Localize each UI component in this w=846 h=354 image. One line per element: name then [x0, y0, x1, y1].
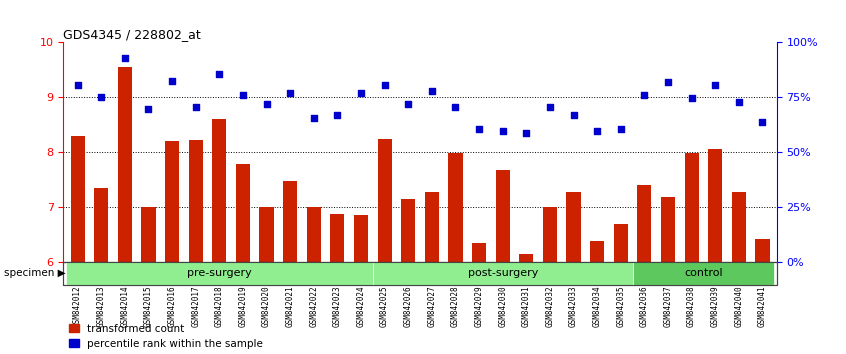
Point	[638, 92, 651, 97]
Bar	[373, 262, 633, 285]
Text: GSM842038: GSM842038	[687, 285, 696, 327]
Text: GSM842039: GSM842039	[711, 285, 720, 327]
Text: GSM842025: GSM842025	[380, 285, 389, 327]
Point	[543, 104, 557, 110]
Bar	[118, 67, 132, 262]
Point	[331, 112, 344, 118]
Text: GSM842023: GSM842023	[332, 285, 342, 327]
Point	[708, 82, 722, 88]
Bar	[708, 149, 722, 262]
Text: GSM842012: GSM842012	[73, 285, 82, 327]
Point	[260, 101, 273, 107]
Text: GDS4345 / 228802_at: GDS4345 / 228802_at	[63, 28, 201, 41]
Point	[141, 107, 155, 112]
Bar	[189, 140, 203, 262]
Text: GSM842040: GSM842040	[734, 285, 744, 327]
Bar	[236, 164, 250, 262]
Point	[425, 88, 438, 93]
Legend: transformed count, percentile rank within the sample: transformed count, percentile rank withi…	[69, 324, 263, 349]
Text: GSM842014: GSM842014	[120, 285, 129, 327]
Bar	[401, 199, 415, 262]
Text: GSM842021: GSM842021	[286, 285, 294, 327]
Bar	[66, 262, 373, 285]
Bar	[448, 153, 463, 262]
Text: GSM842034: GSM842034	[593, 285, 602, 327]
Point	[236, 92, 250, 97]
Text: GSM842030: GSM842030	[498, 285, 508, 327]
Point	[118, 55, 132, 61]
Point	[732, 99, 745, 104]
Bar	[165, 141, 179, 262]
Text: GSM842026: GSM842026	[404, 285, 413, 327]
Text: control: control	[684, 268, 722, 279]
Point	[496, 129, 509, 134]
Text: GSM842036: GSM842036	[640, 285, 649, 327]
Point	[283, 90, 297, 96]
Bar	[633, 262, 774, 285]
Point	[567, 112, 580, 118]
Text: GSM842037: GSM842037	[663, 285, 673, 327]
Text: GSM842019: GSM842019	[239, 285, 247, 327]
Point	[755, 119, 769, 125]
Bar	[212, 119, 227, 262]
Text: GSM842017: GSM842017	[191, 285, 201, 327]
Point	[354, 90, 368, 96]
Point	[685, 96, 699, 101]
Text: GSM842024: GSM842024	[356, 285, 365, 327]
Bar	[330, 214, 344, 262]
Bar	[755, 239, 770, 262]
Text: GSM842032: GSM842032	[546, 285, 554, 327]
Text: GSM842018: GSM842018	[215, 285, 224, 327]
Bar	[307, 207, 321, 262]
Point	[614, 126, 628, 132]
Text: GSM842015: GSM842015	[144, 285, 153, 327]
Text: GSM842022: GSM842022	[310, 285, 318, 327]
Point	[402, 101, 415, 107]
Point	[212, 72, 226, 77]
Text: GSM842013: GSM842013	[96, 285, 106, 327]
Bar	[354, 215, 368, 262]
Bar	[732, 192, 746, 262]
Text: pre-surgery: pre-surgery	[187, 268, 252, 279]
Bar	[141, 207, 156, 262]
Point	[307, 115, 321, 121]
Text: GSM842031: GSM842031	[522, 285, 530, 327]
Text: GSM842035: GSM842035	[616, 285, 625, 327]
Point	[662, 79, 675, 85]
Bar	[567, 192, 580, 262]
Bar	[543, 207, 557, 262]
Bar	[283, 181, 297, 262]
Bar	[590, 241, 604, 262]
Point	[378, 82, 392, 88]
Text: GSM842020: GSM842020	[262, 285, 271, 327]
Point	[519, 130, 533, 136]
Text: GSM842027: GSM842027	[427, 285, 437, 327]
Bar	[377, 138, 392, 262]
Point	[472, 126, 486, 132]
Text: GSM842016: GSM842016	[168, 285, 177, 327]
Text: GSM842041: GSM842041	[758, 285, 767, 327]
Bar	[425, 192, 439, 262]
Point	[71, 82, 85, 88]
Text: specimen ▶: specimen ▶	[4, 268, 66, 279]
Point	[189, 104, 202, 110]
Bar	[472, 243, 486, 262]
Point	[95, 95, 108, 100]
Bar	[496, 170, 510, 262]
Bar	[613, 224, 628, 262]
Bar	[94, 188, 108, 262]
Text: GSM842033: GSM842033	[569, 285, 578, 327]
Text: GSM842028: GSM842028	[451, 285, 460, 327]
Bar	[260, 207, 273, 262]
Point	[591, 129, 604, 134]
Text: post-surgery: post-surgery	[468, 268, 538, 279]
Bar	[70, 136, 85, 262]
Bar	[637, 185, 651, 262]
Bar	[519, 254, 533, 262]
Bar	[684, 153, 699, 262]
Bar	[661, 197, 675, 262]
Point	[448, 104, 462, 110]
Text: GSM842029: GSM842029	[475, 285, 484, 327]
Point	[165, 78, 179, 84]
